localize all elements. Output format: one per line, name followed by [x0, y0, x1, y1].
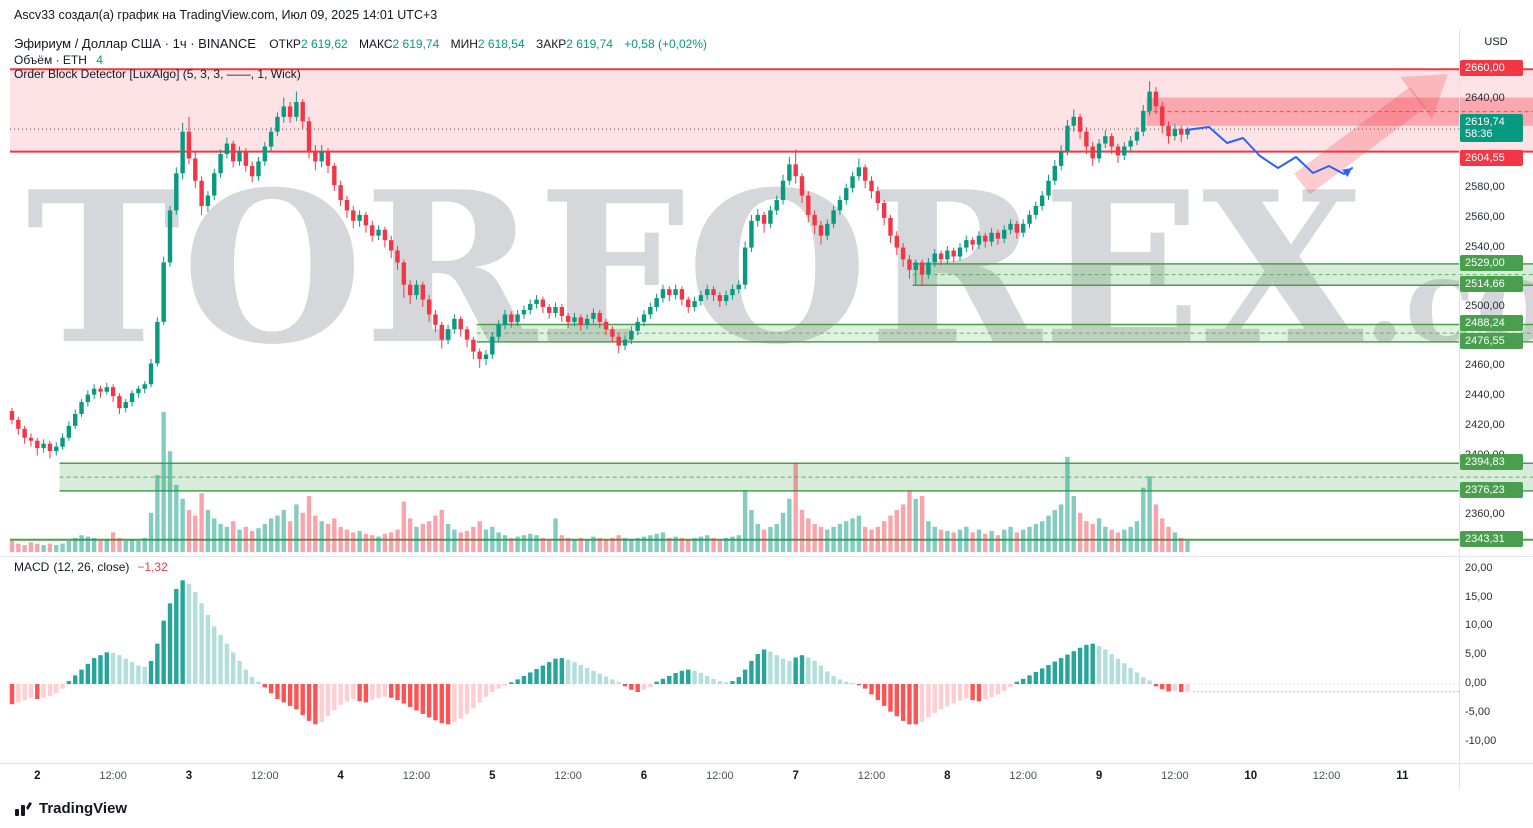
time-label: 4 — [337, 770, 344, 782]
time-label: 2 — [34, 770, 41, 782]
macd-scale-label: 5,00 — [1465, 648, 1487, 661]
indicator-title: Order Block Detector [LuxAlgo] (5, 3, 3,… — [14, 67, 301, 81]
time-label: 12:00 — [554, 770, 582, 782]
low-value: 2 618,54 — [477, 37, 525, 51]
demand-level-chip: 2476,55 — [1460, 332, 1523, 349]
attribution-bar: Ascv33 создал(а) график на TradingView.c… — [0, 0, 1533, 30]
time-label: 5 — [489, 770, 496, 782]
volume-value: 4 — [96, 53, 103, 67]
tradingview-logo-icon — [15, 802, 32, 816]
high-label: МАКС — [359, 37, 393, 51]
supply-level-chip: 2604,55 — [1460, 149, 1523, 166]
price-label: 2560,00 — [1465, 210, 1505, 223]
time-label: 12:00 — [1312, 770, 1341, 782]
countdown-timer: 58:36 — [1465, 128, 1493, 141]
close-value: 2 619,74 — [566, 37, 613, 51]
macd-scale-label: -10,00 — [1465, 734, 1497, 747]
change-value: +0,58 (+0,02%) — [624, 37, 708, 51]
attribution-text: Ascv33 создал(а) график на TradingView.c… — [14, 8, 438, 22]
bottom-bar: TradingView — [0, 790, 1533, 828]
macd-scale-label: 0,00 — [1465, 677, 1487, 689]
volume-label: Объём · ETH — [14, 53, 87, 67]
time-label: 9 — [1095, 770, 1103, 782]
indicator-legend-macd[interactable]: MACD (12, 26, close) −1,32 — [14, 560, 168, 574]
time-label: 7 — [792, 770, 799, 782]
price-label: 2580,00 — [1465, 181, 1505, 194]
demand-level-chip: 2394,83 — [1460, 454, 1523, 471]
price-label: 2360,00 — [1465, 507, 1505, 520]
demand-level-chip: 2488,24 — [1460, 315, 1523, 332]
time-label: 3 — [185, 770, 193, 782]
price-label: 2440,00 — [1465, 389, 1505, 402]
symbol-title[interactable]: Эфириум / Доллар США · 1ч · BINANCE — [14, 36, 256, 51]
time-label: 12:00 — [1009, 770, 1037, 782]
tradingview-wordmark: TradingView — [39, 800, 128, 817]
open-value: 2 619,62 — [300, 37, 348, 51]
time-label: 10 — [1244, 770, 1258, 782]
time-axis-border — [0, 763, 1533, 764]
time-label: 12:00 — [1161, 770, 1189, 782]
symbol-legend[interactable]: Эфириум / Доллар США · 1ч · BINANCE ОТКР… — [14, 36, 715, 51]
price-axis-border — [1459, 30, 1460, 790]
time-label: 11 — [1396, 770, 1409, 782]
macd-scale-label: -5,00 — [1465, 705, 1491, 718]
currency-label[interactable]: USD — [1484, 36, 1508, 48]
time-label: 12:00 — [402, 770, 431, 782]
demand-level-chip: 2514,66 — [1460, 276, 1523, 293]
demand-level-chip: 2529,00 — [1460, 254, 1523, 271]
pane-divider[interactable] — [0, 556, 1533, 557]
time-label: 12:00 — [857, 770, 886, 782]
demand-level-chip: 2343,31 — [1460, 530, 1523, 547]
price-label: 2420,00 — [1465, 418, 1505, 431]
price-axis[interactable]: USD 2660,00 2640,00 2619,74 58:36 2604,55 258… — [1459, 30, 1533, 763]
macd-scale-label: 20,00 — [1465, 561, 1493, 574]
price-label: 2500,00 — [1465, 299, 1505, 312]
price-label: 2460,00 — [1465, 359, 1505, 372]
macd-title: MACD — [14, 560, 50, 574]
time-label: 6 — [640, 770, 648, 782]
low-label: МИН — [450, 37, 478, 51]
last-price-chip: 2619,74 58:36 — [1460, 114, 1523, 143]
time-label: 12:00 — [706, 770, 734, 782]
time-label: 12:00 — [99, 770, 127, 782]
demand-level-chip: 2376,23 — [1460, 481, 1523, 498]
macd-params: (12, 26, close) — [53, 560, 130, 574]
high-value: 2 619,74 — [392, 37, 440, 51]
macd-value: −1,32 — [137, 560, 168, 574]
price-label: 2540,00 — [1465, 240, 1505, 253]
volume-legend[interactable]: Объём · ETH 4 — [14, 53, 111, 67]
time-label: 12:00 — [251, 770, 279, 782]
price-label: 2640,00 — [1465, 92, 1505, 104]
close-label: ЗАКР — [535, 37, 567, 51]
macd-scale-label: 15,00 — [1465, 590, 1493, 603]
tradingview-logo[interactable]: TradingView — [14, 799, 127, 818]
open-label: ОТКР — [269, 37, 301, 51]
time-label: 8 — [944, 770, 951, 782]
watermark-text: TORFOREX — [26, 147, 1365, 391]
time-axis[interactable]: 2 12:00 3 12:00 4 12:00 5 12:00 6 12:00 7 12:00 8 12:… — [0, 763, 1459, 790]
supply-level-chip: 2660,00 — [1460, 60, 1523, 77]
macd-scale-label: 10,00 — [1465, 619, 1493, 632]
indicator-legend-orderblock[interactable]: Order Block Detector [LuxAlgo] (5, 3, 3,… — [14, 67, 301, 81]
